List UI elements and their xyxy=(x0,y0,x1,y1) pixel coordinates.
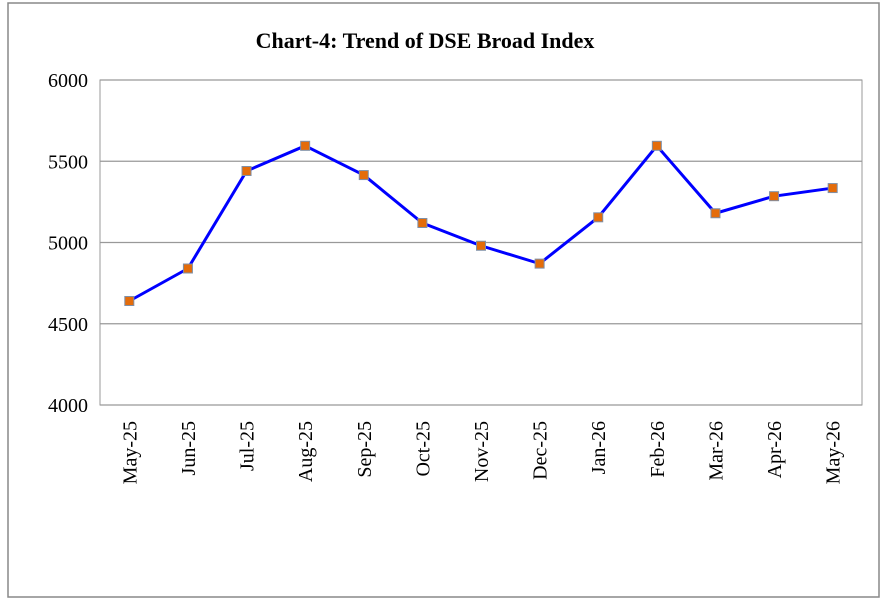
x-tick-label: Aug-25 xyxy=(295,421,317,482)
x-tick-label: Feb-26 xyxy=(647,421,669,478)
x-tick-label: Nov-25 xyxy=(471,421,493,482)
data-point xyxy=(300,140,311,151)
data-point xyxy=(710,208,721,219)
x-tick-label: May-25 xyxy=(119,421,141,484)
data-point xyxy=(769,191,780,202)
data-point xyxy=(241,166,252,176)
x-tick-label: Oct-25 xyxy=(412,421,434,477)
chart-frame xyxy=(7,2,880,598)
data-point xyxy=(534,258,545,269)
data-point xyxy=(358,170,369,181)
data-point xyxy=(417,218,428,228)
x-tick-label: Sep-25 xyxy=(354,421,376,478)
x-tick-label: Mar-26 xyxy=(705,421,727,481)
data-point xyxy=(827,183,838,194)
chart-title: Chart-4: Trend of DSE Broad Index xyxy=(256,28,595,53)
x-tick-label: Apr-26 xyxy=(764,421,786,478)
y-tick-label: 5000 xyxy=(48,233,88,255)
x-tick-label: Jan-26 xyxy=(588,421,610,474)
x-tick-label: May-26 xyxy=(823,421,845,484)
x-tick-label: Dec-25 xyxy=(530,421,552,480)
data-point xyxy=(651,140,662,151)
data-point xyxy=(182,263,193,274)
y-tick-label: 4000 xyxy=(48,395,88,417)
data-point xyxy=(593,212,604,223)
y-tick-label: 6000 xyxy=(48,70,88,92)
y-tick-label: 5500 xyxy=(48,151,88,173)
data-point xyxy=(476,240,486,251)
y-tick-label: 4500 xyxy=(48,314,88,336)
x-tick-label: Jul-25 xyxy=(237,421,259,471)
x-tick-label: Jun-25 xyxy=(178,421,200,475)
data-point xyxy=(124,296,135,306)
